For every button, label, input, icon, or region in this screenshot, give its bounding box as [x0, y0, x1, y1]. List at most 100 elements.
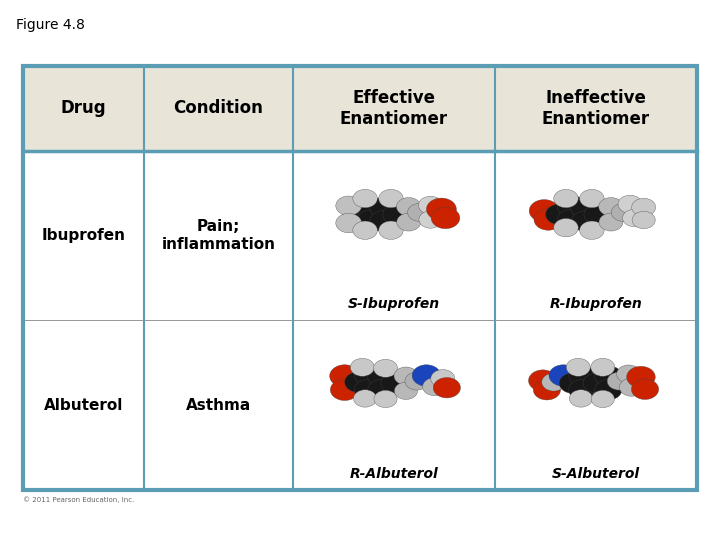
Circle shape [557, 210, 586, 231]
Text: Figure 4.8: Figure 4.8 [16, 17, 85, 31]
Bar [23, 321, 144, 490]
Circle shape [431, 369, 455, 388]
Circle shape [546, 204, 573, 225]
Circle shape [368, 367, 395, 387]
Bar [495, 66, 697, 151]
Circle shape [433, 377, 461, 398]
Circle shape [356, 197, 385, 219]
Circle shape [397, 213, 420, 231]
Circle shape [566, 359, 590, 376]
Bar [144, 151, 292, 321]
Circle shape [353, 190, 377, 208]
Circle shape [571, 197, 599, 219]
Circle shape [583, 374, 609, 393]
Text: Drug: Drug [60, 99, 107, 117]
Circle shape [631, 379, 659, 400]
Circle shape [580, 190, 604, 208]
Circle shape [528, 370, 557, 392]
Circle shape [379, 221, 403, 239]
Circle shape [351, 359, 374, 376]
Text: Ineffective
Enantiomer: Ineffective Enantiomer [542, 89, 650, 127]
Circle shape [599, 213, 623, 231]
Circle shape [619, 378, 644, 396]
Bar [292, 321, 495, 490]
Text: S-Albuterol: S-Albuterol [552, 467, 640, 481]
Circle shape [616, 365, 641, 383]
Circle shape [554, 190, 578, 208]
Circle shape [572, 211, 599, 231]
Circle shape [570, 390, 593, 407]
Text: Asthma: Asthma [186, 398, 251, 413]
Circle shape [418, 196, 443, 214]
Circle shape [356, 210, 385, 232]
Circle shape [607, 372, 631, 390]
Circle shape [370, 197, 398, 219]
Circle shape [336, 196, 361, 215]
Circle shape [529, 200, 559, 222]
Circle shape [395, 382, 418, 400]
Circle shape [343, 202, 374, 226]
Circle shape [370, 210, 398, 232]
Circle shape [580, 221, 604, 239]
Circle shape [541, 373, 566, 391]
Bar [495, 321, 697, 490]
Circle shape [426, 198, 456, 220]
Bar [23, 66, 697, 490]
Bar [23, 66, 144, 151]
Circle shape [569, 366, 596, 386]
Circle shape [381, 374, 407, 393]
Bar [144, 66, 292, 151]
Circle shape [554, 219, 578, 237]
Circle shape [423, 377, 446, 396]
Circle shape [431, 207, 460, 228]
Text: © 2011 Pearson Education, Inc.: © 2011 Pearson Education, Inc. [23, 497, 135, 503]
Text: R-Ibuprofen: R-Ibuprofen [549, 297, 642, 311]
Circle shape [379, 190, 403, 208]
Circle shape [354, 380, 382, 400]
Circle shape [584, 205, 611, 225]
Circle shape [354, 390, 377, 407]
Circle shape [591, 359, 615, 376]
Circle shape [534, 209, 562, 230]
Circle shape [631, 198, 656, 216]
Text: Ibuprofen: Ibuprofen [42, 228, 125, 243]
Circle shape [345, 372, 372, 393]
Text: S-Ibuprofen: S-Ibuprofen [348, 297, 440, 311]
Circle shape [599, 198, 624, 216]
Circle shape [569, 380, 596, 400]
Circle shape [618, 195, 642, 213]
Circle shape [408, 204, 431, 221]
Circle shape [626, 366, 655, 388]
Bar [292, 151, 495, 321]
Text: Pain;
inflammation: Pain; inflammation [161, 219, 276, 252]
Circle shape [611, 204, 635, 221]
Circle shape [559, 373, 586, 393]
Circle shape [330, 379, 359, 401]
Circle shape [394, 367, 418, 385]
Text: R-Albuterol: R-Albuterol [349, 467, 438, 481]
Circle shape [374, 359, 397, 377]
Text: Condition: Condition [174, 99, 264, 117]
Circle shape [353, 221, 377, 239]
Circle shape [595, 380, 622, 400]
Circle shape [595, 366, 622, 386]
Circle shape [397, 198, 421, 216]
Circle shape [632, 211, 655, 228]
Circle shape [591, 390, 614, 408]
Circle shape [534, 380, 561, 400]
Circle shape [383, 204, 410, 225]
Circle shape [557, 195, 586, 217]
Bar [292, 66, 495, 151]
Circle shape [354, 364, 382, 385]
Circle shape [330, 364, 360, 387]
Circle shape [405, 372, 429, 390]
Text: Albuterol: Albuterol [44, 398, 123, 413]
Circle shape [374, 390, 397, 408]
Bar [23, 151, 144, 321]
Circle shape [419, 211, 442, 228]
Circle shape [336, 213, 361, 233]
Text: Effective
Enantiomer: Effective Enantiomer [340, 89, 448, 127]
Circle shape [623, 210, 646, 227]
Bar [144, 321, 292, 490]
Circle shape [549, 364, 577, 386]
